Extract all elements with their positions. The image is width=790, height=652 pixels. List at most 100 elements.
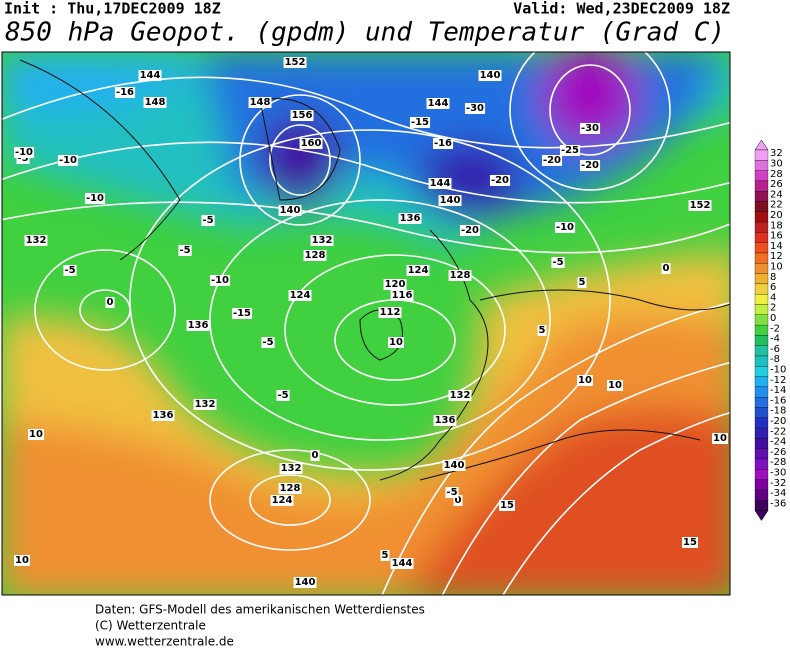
contour-label: -5 xyxy=(552,257,563,268)
footer-source: Daten: GFS-Modell des amerikanischen Wet… xyxy=(95,603,425,617)
contour-label: 132 xyxy=(450,390,471,401)
contour-label-bg xyxy=(248,97,272,108)
contour-label: 152 xyxy=(690,200,711,211)
contour-label-bg xyxy=(105,297,115,308)
colorbar-label: -12 xyxy=(770,375,786,386)
contour-label: 116 xyxy=(392,290,413,301)
colorbar-label: -6 xyxy=(770,344,780,355)
contour-label-bg xyxy=(57,155,79,166)
colorbar-label: -2 xyxy=(770,323,780,334)
colorbar-swatch xyxy=(754,191,769,202)
colorbar-label: 14 xyxy=(770,241,783,252)
colorbar-swatch xyxy=(754,376,769,388)
footer-url: www.wetterzentrale.de xyxy=(95,635,234,649)
contour-label: -20 xyxy=(581,160,599,171)
contour-label-bg xyxy=(299,138,323,149)
colorbar-swatch xyxy=(754,252,769,264)
colorbar-swatch xyxy=(754,221,769,233)
colorbar-swatch xyxy=(754,314,769,326)
contour-label-bg xyxy=(459,225,481,236)
contour-label: 152 xyxy=(285,57,306,68)
contour-label-bg xyxy=(541,155,563,166)
contour-label-bg xyxy=(409,117,431,128)
contour-label-bg xyxy=(283,57,307,68)
contour-label-bg xyxy=(390,290,414,301)
contour-label-bg xyxy=(278,483,302,494)
contour-label-bg xyxy=(390,558,414,569)
contour-label: 132 xyxy=(26,235,47,246)
contour-label: 128 xyxy=(305,250,326,261)
map-title: 850 hPa Geopot. (gpdm) und Temperatur (G… xyxy=(5,18,725,48)
init-time: Init : Thu,17DEC2009 18Z xyxy=(4,0,221,18)
contour-label-bg xyxy=(432,138,454,149)
colorbar-label: 10 xyxy=(770,261,783,272)
contour-label: -5 xyxy=(202,215,213,226)
colorbar-label: 16 xyxy=(770,231,783,242)
colorbar-label: 8 xyxy=(770,272,776,283)
colorbar-swatch xyxy=(754,438,769,449)
contour-label: 128 xyxy=(280,483,301,494)
colorbar-label: -32 xyxy=(770,478,786,489)
colorbar-swatch xyxy=(754,211,769,223)
contour-label: -5 xyxy=(64,265,75,276)
colorbar-swatch xyxy=(754,273,769,285)
footer-copyright: (C) Wetterzentrale xyxy=(95,619,206,633)
colorbar-swatch xyxy=(754,397,769,408)
contour-label: 10 xyxy=(389,337,403,348)
contour-label: 144 xyxy=(430,178,451,189)
contour-label-bg xyxy=(303,250,327,261)
contour-label: 124 xyxy=(408,265,429,276)
colorbar-top-arrow xyxy=(754,139,769,151)
contour-label: 5 xyxy=(579,277,586,288)
colorbar-label: -28 xyxy=(770,457,786,468)
colorbar-label: 0 xyxy=(770,313,776,324)
valid-time: Valid: Wed,23DEC2009 18Z xyxy=(513,0,730,18)
contour-label: -30 xyxy=(581,123,599,134)
contour-label: -30 xyxy=(466,103,484,114)
colorbar-swatch xyxy=(754,283,769,295)
contour-label: 128 xyxy=(450,270,471,281)
contour-label-bg xyxy=(209,275,231,286)
contour-label-bg xyxy=(378,307,402,318)
contour-label: 0 xyxy=(455,495,462,506)
contour-label-bg xyxy=(16,153,30,164)
contour-label-bg xyxy=(478,70,502,81)
colorbar-bottom-arrow xyxy=(754,510,769,521)
contour-label-bg xyxy=(537,325,547,336)
colorbar-label: -22 xyxy=(770,426,786,437)
contour-label-bg xyxy=(464,103,486,114)
colorbar-label: 4 xyxy=(770,292,776,303)
contour-label: 10 xyxy=(15,555,29,566)
colorbar-swatch xyxy=(754,180,769,192)
contour-label-bg xyxy=(276,390,290,401)
contour-label-bg xyxy=(388,337,404,348)
contour-label: 144 xyxy=(140,70,161,81)
contour-label: 112 xyxy=(380,307,401,318)
colorbar-label: 30 xyxy=(770,158,783,169)
colorbar-swatch xyxy=(754,417,769,429)
contour-label-bg xyxy=(84,193,106,204)
contour-label: 10 xyxy=(29,429,43,440)
colorbar-swatch xyxy=(754,335,769,346)
contour-label: 148 xyxy=(145,97,166,108)
contour-label: -25 xyxy=(561,145,579,156)
contour-label: 140 xyxy=(444,460,465,471)
contour-label: 136 xyxy=(188,320,209,331)
contour-label-bg xyxy=(138,70,162,81)
contour-label: 140 xyxy=(480,70,501,81)
contour-label-bg xyxy=(293,577,317,588)
contour-label: 124 xyxy=(290,290,311,301)
colorbar-label: -10 xyxy=(770,364,786,375)
contour-label: 5 xyxy=(382,550,389,561)
contour-label: 140 xyxy=(295,577,316,588)
contour-label: -5 xyxy=(277,390,288,401)
contour-label: 136 xyxy=(435,415,456,426)
colorbar-label: 32 xyxy=(770,148,783,159)
contour-label-bg xyxy=(499,500,515,511)
colorbar-swatch xyxy=(754,427,769,439)
colorbar-label: 18 xyxy=(770,220,783,231)
contour-label: 10 xyxy=(608,380,622,391)
contour-label-bg xyxy=(380,550,390,561)
contour-label-bg xyxy=(114,87,136,98)
contour-label-bg xyxy=(151,410,175,421)
